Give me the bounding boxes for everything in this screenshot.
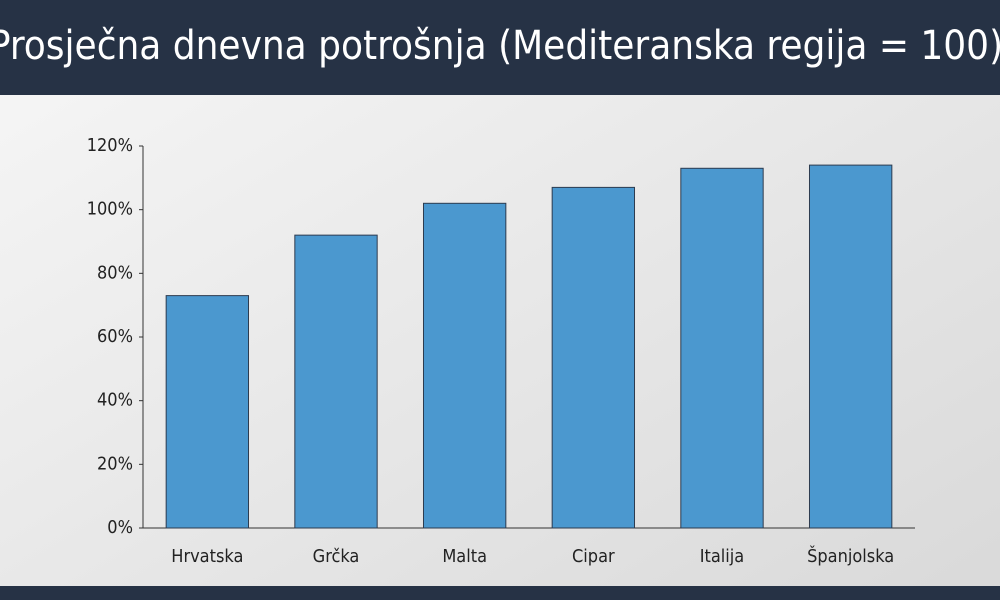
x-tick-label: Španjolska [807,545,894,567]
y-tick-label: 120% [87,135,133,156]
bar [551,186,636,529]
chart-title: Prosječna dnevna potrošnja (Mediteranska… [0,23,1000,69]
x-tick-label: Grčka [313,546,360,567]
bar [422,202,507,529]
footer [0,586,1000,600]
y-tick-label: 100% [87,199,133,220]
bar [165,295,250,529]
bar [294,234,378,529]
y-tick-label: 60% [97,326,133,347]
y-tick-label: 0% [107,517,133,538]
y-tick-label: 40% [97,390,133,411]
x-tick-label: Italija [700,546,744,567]
y-tick-label: 20% [97,453,133,474]
x-tick-label: Malta [442,546,487,567]
x-tick-label: Hrvatska [171,546,243,567]
header [0,0,1000,95]
y-tick-label: 80% [97,262,133,283]
bar [680,167,764,529]
bar [808,164,893,529]
x-tick-label: Cipar [572,546,615,567]
